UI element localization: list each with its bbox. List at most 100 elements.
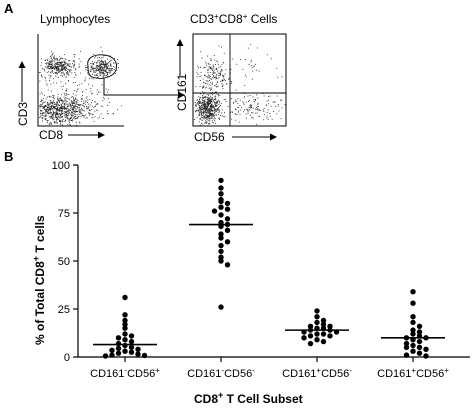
data-point <box>327 323 333 329</box>
data-point <box>320 317 327 324</box>
cd8-axis-label: CD8 <box>39 128 63 142</box>
y-axis-title: % of Total CD8+ T cells <box>31 215 47 345</box>
gate-connector-arrow <box>103 78 185 99</box>
series-group <box>285 308 349 347</box>
data-point <box>224 227 231 233</box>
data-point <box>301 335 307 341</box>
data-point <box>307 340 314 347</box>
data-point <box>320 338 327 345</box>
data-point <box>416 344 423 351</box>
data-point <box>416 338 423 345</box>
series-group <box>381 289 445 359</box>
data-point <box>307 323 314 329</box>
data-point <box>109 347 115 353</box>
data-point <box>403 344 410 351</box>
data-point <box>115 350 122 356</box>
category-label: CD161-CD56+ <box>90 366 160 381</box>
y-tick-label: 0 <box>64 352 70 364</box>
data-point <box>423 346 429 352</box>
data-point <box>410 300 416 306</box>
y-tick-label: 75 <box>58 208 70 220</box>
data-point <box>314 331 320 337</box>
data-point <box>314 319 320 326</box>
data-point <box>218 185 224 191</box>
y-ticks: 0 25 50 75 100 <box>52 160 78 364</box>
data-point <box>122 312 128 318</box>
data-point <box>115 345 122 352</box>
data-point <box>128 333 135 339</box>
data-point <box>102 353 109 359</box>
data-point <box>218 198 224 205</box>
data-point <box>314 314 320 320</box>
data-point <box>218 231 224 237</box>
data-point <box>122 325 128 331</box>
data-point <box>224 206 231 212</box>
category-label: CD161+CD56+ <box>377 366 449 381</box>
data-point <box>403 340 410 347</box>
category-label: CD161-CD56- <box>187 366 255 381</box>
data-point <box>218 235 224 241</box>
panel-a-label: A <box>4 1 14 16</box>
data-point <box>416 323 423 329</box>
lymphocytes-events <box>39 46 122 126</box>
data-point <box>122 321 128 328</box>
data-point <box>122 331 128 337</box>
cd3-cd8-frame <box>192 33 287 127</box>
data-point <box>141 352 148 359</box>
lymphocytes-title: Lymphocytes <box>40 12 110 26</box>
data-point <box>410 342 416 349</box>
data-point <box>218 242 224 249</box>
data-point <box>218 258 224 264</box>
data-point <box>224 239 231 245</box>
data-point <box>128 349 135 355</box>
chart-axes: 0 25 50 75 100 <box>52 160 470 364</box>
data-point <box>135 351 141 357</box>
data-point <box>410 327 416 333</box>
data-point <box>320 331 327 337</box>
series-group <box>189 177 253 310</box>
data-point <box>224 216 231 222</box>
lymphocytes-frame <box>37 34 124 127</box>
data-point <box>135 346 141 352</box>
data-point <box>128 344 135 351</box>
y-tick-label: 100 <box>52 160 70 172</box>
x-axis-title: CD8+ T Cell Subset <box>194 390 303 406</box>
scatter-plot-area <box>93 177 445 359</box>
data-point <box>314 337 320 343</box>
cd3-axis-label: CD3 <box>16 102 30 126</box>
cd56-axis-label: CD56 <box>194 130 225 144</box>
lymphocytes-plot <box>37 34 124 127</box>
data-point <box>109 352 115 358</box>
data-point <box>122 294 128 301</box>
data-point <box>410 314 416 320</box>
data-point <box>410 331 416 337</box>
category-labels: CD161-CD56+ CD161-CD56- CD161+CD56- CD161+C… <box>90 366 449 381</box>
data-point <box>423 353 429 359</box>
data-point <box>307 333 314 339</box>
series-group <box>93 294 157 359</box>
data-point <box>224 200 231 207</box>
data-point <box>122 348 128 354</box>
data-point <box>327 333 333 339</box>
data-point <box>122 337 128 343</box>
data-point <box>211 208 218 214</box>
panel-b-label: B <box>4 149 13 164</box>
data-point <box>128 338 135 345</box>
data-point <box>218 248 224 255</box>
category-label: CD161+CD56- <box>282 366 352 381</box>
data-point <box>314 308 320 314</box>
data-point <box>320 321 327 328</box>
data-point <box>115 335 122 341</box>
cd161-axis-label: CD161 <box>175 73 189 111</box>
data-point <box>218 204 224 210</box>
data-point <box>122 317 128 324</box>
data-point <box>115 340 122 347</box>
data-point <box>410 289 416 295</box>
y-tick-label: 25 <box>58 304 70 316</box>
data-point <box>218 254 224 260</box>
cd3-cd8-events <box>194 44 286 126</box>
y-tick-label: 50 <box>58 256 70 268</box>
data-point <box>224 262 231 268</box>
data-point <box>218 212 224 218</box>
